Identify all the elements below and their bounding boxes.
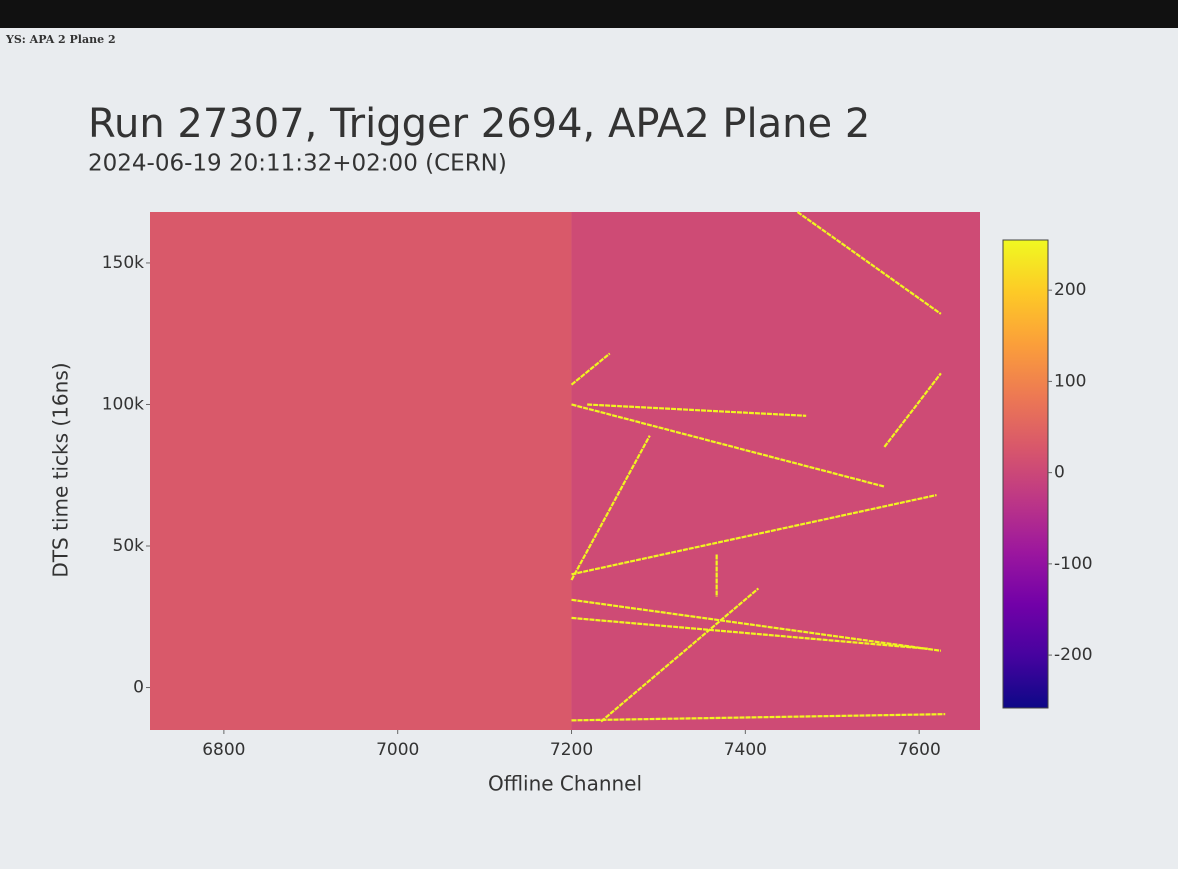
y-axis-label: DTS time ticks (16ns) bbox=[49, 362, 73, 577]
x-tick-label: 7600 bbox=[898, 740, 941, 760]
y-tick-label: 150k bbox=[102, 253, 144, 273]
colorbar-tick-label: 200 bbox=[1054, 280, 1086, 300]
track bbox=[571, 616, 928, 650]
colorbar-tick-label: 100 bbox=[1054, 371, 1086, 391]
x-tick-label: 7400 bbox=[724, 740, 767, 760]
track bbox=[571, 493, 937, 576]
track bbox=[587, 403, 807, 417]
track bbox=[600, 587, 760, 723]
track bbox=[570, 352, 611, 386]
chart-subtitle: 2024-06-19 20:11:32+02:00 (CERN) bbox=[88, 151, 507, 177]
track bbox=[570, 435, 651, 581]
track bbox=[883, 372, 942, 448]
x-axis-label: Offline Channel bbox=[488, 772, 642, 796]
tab-label: YS: APA 2 Plane 2 bbox=[5, 33, 116, 46]
colorbar bbox=[1002, 239, 1049, 709]
heatmap-zone bbox=[150, 212, 572, 730]
y-tick-label: 100k bbox=[102, 394, 144, 414]
track bbox=[571, 713, 946, 722]
top-bar bbox=[0, 0, 1178, 28]
x-tick-label: 6800 bbox=[202, 740, 245, 760]
track bbox=[571, 598, 942, 652]
colorbar-tick-label: -100 bbox=[1054, 554, 1093, 574]
y-tick-label: 50k bbox=[113, 536, 145, 556]
colorbar-tick-label: 0 bbox=[1054, 463, 1065, 483]
track bbox=[796, 211, 942, 315]
chart-title: Run 27307, Trigger 2694, APA2 Plane 2 bbox=[88, 101, 870, 147]
y-tick-label: 0 bbox=[133, 678, 144, 698]
colorbar-tick-label: -200 bbox=[1054, 645, 1093, 665]
heatmap-zone bbox=[571, 212, 980, 730]
x-tick-label: 7200 bbox=[550, 740, 593, 760]
x-tick-label: 7000 bbox=[376, 740, 419, 760]
